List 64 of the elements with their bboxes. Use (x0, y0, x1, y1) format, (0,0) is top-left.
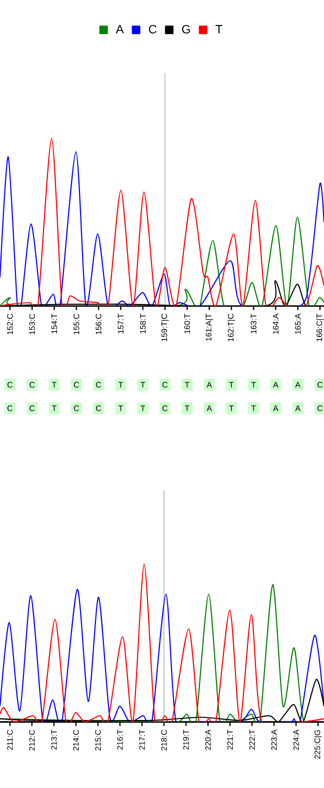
text: C (74, 405, 79, 412)
legend-label: G (182, 24, 190, 34)
x-tick-label: 159:T|C (161, 314, 169, 342)
legend-label: T (216, 25, 222, 34)
text: A (295, 405, 301, 411)
x-tick-label: 216:T (117, 730, 123, 750)
x-tick-label: 166:C|T (316, 314, 324, 342)
x-tick-label: 225:C|G (314, 730, 322, 759)
text: T (52, 405, 57, 411)
text: C (162, 382, 168, 388)
text: T (118, 382, 123, 388)
text: T (184, 405, 190, 411)
x-tick-label: 213:T (51, 730, 57, 750)
x-tick-label: 214:C (73, 730, 79, 750)
legend-label: C (148, 24, 157, 34)
x-tick-label: 153:C (29, 314, 35, 334)
text: A (273, 382, 278, 388)
text: T (184, 382, 190, 388)
text: T (229, 405, 234, 411)
x-tick-label: 164:A (272, 314, 279, 334)
text: C (318, 382, 323, 388)
x-tick-label: 158:T (140, 314, 146, 334)
text: C (96, 382, 102, 388)
text: A (206, 382, 212, 388)
text: C (30, 382, 35, 388)
x-tick-label: 222:T (249, 730, 255, 750)
text: A (295, 382, 301, 388)
text: T (251, 382, 256, 388)
x-tick-label: 154:T (51, 314, 58, 334)
x-tick-label: 219:T (183, 730, 189, 750)
x-tick-label: 161:A|T (206, 314, 214, 341)
x-tick-label: 220:A (205, 730, 211, 750)
x-tick-label: 156:C (96, 314, 102, 334)
x-tick-label: 211:C (7, 730, 13, 750)
text: T (52, 382, 57, 388)
text: C (96, 405, 102, 412)
x-tick-label: 165:A (295, 314, 301, 334)
text: T (118, 405, 123, 411)
x-tick-label: 224:A (293, 730, 299, 750)
text: C (7, 405, 13, 412)
text: A (206, 405, 212, 411)
x-tick-label: 215:C (95, 730, 101, 750)
text: C (30, 405, 35, 412)
text: A (273, 405, 278, 411)
x-tick-label: 157:T (118, 314, 124, 334)
text: C (74, 382, 79, 388)
x-tick-label: 162:T|C (228, 314, 236, 342)
legend-label: A (116, 25, 124, 34)
x-tick-label: 212:C (29, 730, 35, 750)
text: C (318, 405, 323, 412)
x-tick-label: 221:T (227, 730, 233, 750)
x-tick-label: 163:T (250, 314, 256, 334)
text: T (251, 405, 256, 411)
x-tick-label: 223:A (271, 730, 277, 750)
x-tick-label: 217:T (139, 730, 145, 750)
x-tick-label: 160:T (184, 314, 190, 334)
x-tick-label: 218:C (161, 730, 167, 750)
text: C (7, 382, 13, 388)
text: T (229, 382, 234, 388)
x-tick-label: 152:C (7, 314, 13, 334)
x-tick-label: 155:C (74, 314, 80, 334)
text: C (162, 405, 168, 412)
text: T (140, 405, 146, 411)
text: T (140, 382, 146, 388)
